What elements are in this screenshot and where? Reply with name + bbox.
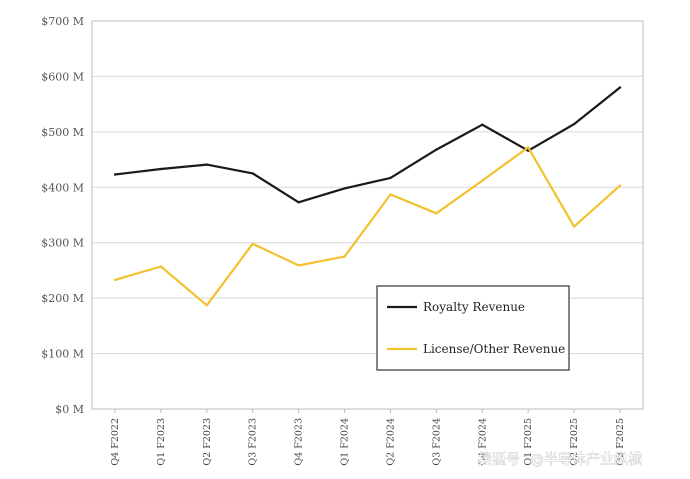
x-tick-label: Q2 F2024 <box>385 418 396 466</box>
x-tick-label: Q4 F2023 <box>294 418 305 466</box>
legend-label: Royalty Revenue <box>423 300 525 314</box>
x-axis: Q4 F2022 Q1 F2023 Q2 F2023 Q3 F2023 Q4 F2023… <box>110 409 626 466</box>
data-point <box>251 172 254 175</box>
data-point <box>159 265 163 268</box>
data-point <box>618 86 622 89</box>
plot-area-border <box>91 20 644 410</box>
data-point <box>343 187 346 190</box>
y-tick-label: $200 M <box>41 292 84 305</box>
y-tick-label: $0 M <box>55 403 84 416</box>
x-tick-label: Q3 F2023 <box>248 418 259 466</box>
data-point <box>572 122 576 126</box>
data-point <box>481 123 484 126</box>
data-point <box>113 173 117 176</box>
data-point <box>572 225 576 228</box>
data-point <box>618 184 622 187</box>
x-tick-label: Q1 F2025 <box>523 418 534 466</box>
x-tick-label: Q3 F2024 <box>431 418 442 466</box>
data-point <box>435 148 438 151</box>
plot-frame <box>91 20 644 410</box>
series-line-0 <box>113 86 622 204</box>
watermark-prefix: 搜狐号 <box>478 452 520 468</box>
data-point <box>389 193 392 196</box>
x-tick-label: Q2 F2025 <box>569 418 580 466</box>
legend-label: License/Other Revenue <box>423 342 565 356</box>
y-tick-label: $400 M <box>41 181 84 194</box>
data-point <box>389 176 392 180</box>
watermark-text: @半导体产业纵横 <box>530 452 642 468</box>
data-point <box>205 163 209 166</box>
data-point <box>526 146 530 149</box>
x-tick-label: Q4 F2022 <box>110 418 121 466</box>
x-tick-label: Q3 F2025 <box>615 418 626 466</box>
legend: Royalty Revenue License/Other Revenue <box>376 285 570 371</box>
data-point <box>205 304 209 307</box>
data-point <box>159 167 163 171</box>
x-tick-label: Q4 F2024 <box>477 418 488 466</box>
series-line-1 <box>113 146 622 307</box>
x-tick-label: Q1 F2024 <box>340 418 351 466</box>
y-tick-label: $600 M <box>41 70 84 83</box>
data-point <box>343 255 346 258</box>
legend-box <box>376 285 570 371</box>
y-tick-label: $300 M <box>41 237 84 250</box>
y-tick-label: $700 M <box>41 15 84 28</box>
y-tick-label: $100 M <box>41 348 84 361</box>
data-point <box>481 179 484 182</box>
x-tick-label: Q2 F2023 <box>202 418 213 466</box>
data-point <box>251 242 254 246</box>
data-point <box>297 201 300 204</box>
series-lines <box>113 86 622 307</box>
data-point <box>113 278 117 282</box>
watermark: 搜狐号 @半导体产业纵横 <box>478 452 643 469</box>
y-axis: $0 M $100 M $200 M $300 M $400 M $500 M $600 M… <box>41 15 84 416</box>
y-tick-label: $500 M <box>41 126 84 139</box>
x-tick-label: Q1 F2023 <box>156 418 167 466</box>
gridlines <box>92 20 643 410</box>
data-point <box>435 212 438 215</box>
data-point <box>297 264 300 267</box>
